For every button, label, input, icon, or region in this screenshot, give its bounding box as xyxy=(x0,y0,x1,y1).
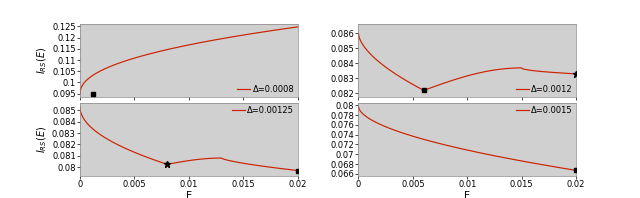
X-axis label: E: E xyxy=(186,191,192,198)
X-axis label: E: E xyxy=(464,191,470,198)
Y-axis label: $I_{RS}(E)$: $I_{RS}(E)$ xyxy=(36,47,49,74)
Legend: Δ=0.0015: Δ=0.0015 xyxy=(515,105,573,116)
Legend: Δ=0.00125: Δ=0.00125 xyxy=(232,105,295,116)
Y-axis label: $I_{RS}(E)$: $I_{RS}(E)$ xyxy=(36,126,49,153)
Legend: Δ=0.0012: Δ=0.0012 xyxy=(515,84,573,95)
Legend: Δ=0.0008: Δ=0.0008 xyxy=(237,84,295,95)
